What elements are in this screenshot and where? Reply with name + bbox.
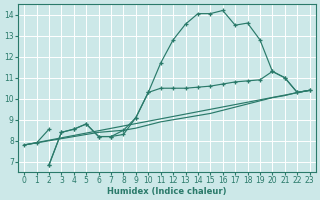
X-axis label: Humidex (Indice chaleur): Humidex (Indice chaleur) [107, 187, 227, 196]
